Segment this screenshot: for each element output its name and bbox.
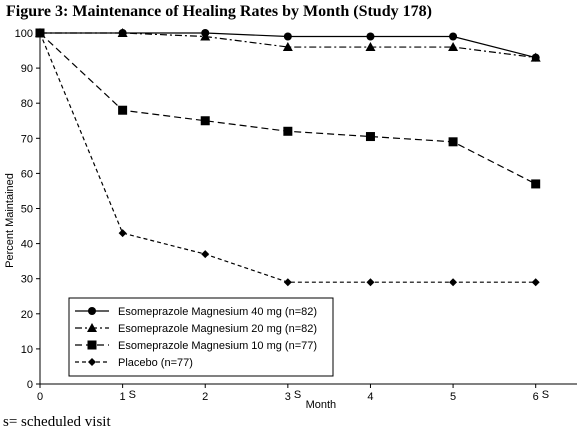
data-point: [449, 278, 458, 287]
data-point: [200, 116, 210, 126]
x-tick-label: 2: [202, 391, 208, 403]
data-point: [365, 132, 375, 142]
x-tick-label: 6: [533, 391, 539, 403]
y-tick-label: 70: [21, 133, 33, 145]
x-tick-label: 4: [367, 391, 373, 403]
legend-entry: Esomeprazole Magnesium 10 mg (n=77): [118, 340, 317, 352]
y-tick-label: 50: [21, 204, 33, 216]
data-point: [366, 278, 375, 287]
legend-entry: Esomeprazole Magnesium 40 mg (n=82): [118, 306, 317, 318]
data-point: [118, 29, 127, 37]
y-tick-label: 80: [21, 98, 33, 110]
data-point: [201, 29, 210, 37]
legend-marker: [87, 323, 97, 332]
data-point: [531, 278, 540, 287]
data-point: [118, 105, 128, 115]
y-tick-label: 60: [21, 168, 33, 180]
data-point: [366, 32, 375, 41]
x-tick-label: 5: [450, 391, 456, 403]
scheduled-visit-marker: S: [294, 389, 301, 401]
series-3: [35, 28, 541, 189]
data-point: [448, 42, 459, 52]
data-point: [282, 42, 293, 52]
series-line: [39, 32, 536, 283]
data-point: [448, 137, 458, 147]
data-point: [201, 250, 210, 259]
y-tick-label: 10: [21, 344, 33, 356]
data-point: [283, 32, 292, 41]
x-axis-label: Month: [306, 399, 337, 411]
y-tick-label: 100: [15, 28, 33, 40]
x-tick-label: 0: [37, 391, 43, 403]
data-point: [283, 126, 293, 136]
data-point: [449, 32, 458, 41]
x-tick-label: 1: [120, 391, 126, 403]
y-tick-label: 0: [27, 379, 33, 391]
series-4: [36, 29, 540, 287]
legend-box: [68, 297, 334, 377]
legend-marker: [87, 340, 97, 350]
footnote: s= scheduled visit: [3, 414, 111, 430]
data-point: [118, 229, 127, 238]
x-tick-label: 3: [285, 391, 291, 403]
legend-entry: Placebo (n=77): [118, 357, 193, 369]
legend-marker: [88, 358, 96, 366]
data-point: [283, 278, 292, 287]
data-point: [531, 53, 540, 62]
y-axis-label: Percent Maintained: [4, 173, 16, 268]
scheduled-visit-marker: S: [129, 389, 136, 401]
y-tick-label: 40: [21, 239, 33, 251]
y-tick-label: 90: [21, 63, 33, 75]
y-tick-label: 20: [21, 309, 33, 321]
scheduled-visit-marker: S: [542, 389, 549, 401]
data-point: [365, 42, 376, 52]
legend-marker: [88, 307, 96, 315]
series-1: [36, 29, 540, 62]
data-point: [36, 29, 44, 37]
chart-title: Figure 3: Maintenance of Healing Rates b…: [6, 3, 432, 20]
series-line: [39, 32, 536, 185]
data-point: [531, 179, 541, 189]
y-tick-label: 30: [21, 274, 33, 286]
legend-entry: Esomeprazole Magnesium 20 mg (n=82): [118, 323, 317, 335]
